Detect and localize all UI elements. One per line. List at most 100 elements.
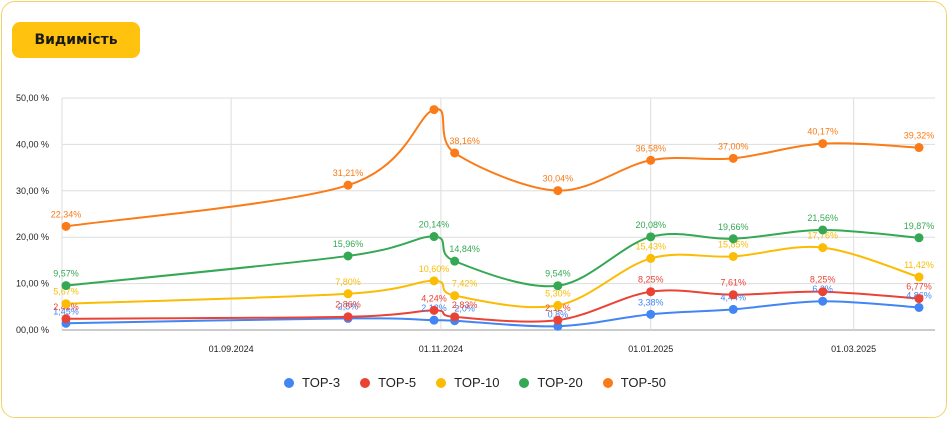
data-point-top-20 [429,232,439,242]
data-point-top-50 [728,153,738,163]
data-point-top-10 [553,300,563,310]
data-point-top-3 [818,296,828,306]
legend-item-top-10[interactable]: TOP-10 [436,375,499,390]
data-point-top-3 [646,309,656,319]
legend-swatch [284,377,295,388]
data-label: 38,16% [449,136,480,146]
data-label: 39,32% [904,131,935,141]
data-label: 6,77% [906,282,932,292]
data-point-top-5 [646,287,656,297]
data-point-top-10 [450,291,460,301]
data-label: 2,5% [338,301,359,311]
y-tick-label: 40,00 % [16,139,49,149]
data-label: 9,57% [53,269,79,279]
data-label: 31,21% [333,168,364,178]
data-point-top-10 [914,272,924,282]
legend-item-top-5[interactable]: TOP-5 [360,375,416,390]
series-line-top-3 [65,300,920,328]
data-label: 8,25% [810,275,836,285]
x-tick-label: 01.11.2024 [419,344,463,354]
legend-label: TOP-3 [302,375,341,390]
data-point-top-10 [728,251,738,261]
y-tick-label: 20,00 % [16,232,49,242]
data-point-top-20 [450,256,460,266]
x-tick-label: 01.03.2025 [831,344,876,354]
series-line-top-10 [65,245,920,309]
data-label: 22,34% [51,209,82,219]
data-label: 5,30% [545,288,571,298]
data-label: 21,56% [807,213,838,223]
y-tick-label: 50,00 % [16,93,49,103]
series-line-top-50 [65,108,920,228]
chart-title: Видимість [34,32,118,48]
data-point-top-20 [553,281,563,291]
y-tick-label: 30,00 % [16,186,49,196]
data-label: 15,43% [635,241,666,251]
data-point-top-10 [61,299,71,309]
legend-swatch [436,377,447,388]
data-point-top-10 [818,243,828,253]
data-point-top-5 [728,290,738,300]
data-point-top-5 [553,315,563,325]
series-line-top-20 [65,228,920,288]
legend-swatch [602,377,613,388]
data-point-top-10 [646,253,656,263]
data-point-top-20 [914,233,924,243]
data-label: 14,84% [449,244,480,254]
data-label: 20,14% [419,220,450,230]
data-label: 0,8% [548,309,569,319]
data-label: 11,42% [904,260,934,270]
data-label: 36,58% [635,143,666,153]
data-label: 15,85% [718,239,749,249]
data-point-top-50 [914,143,924,153]
data-label: 30,04% [543,174,574,184]
data-label: 3,38% [638,297,664,307]
data-point-top-20 [728,234,738,244]
data-point-top-5 [61,314,71,324]
x-tick-label: 01.01.2025 [628,344,673,354]
data-point-top-5 [914,294,924,304]
data-label: 17,76% [807,231,838,241]
chart-title-badge: Видимість [12,22,140,58]
legend-label: TOP-20 [537,375,583,390]
series-line-top-5 [65,289,920,323]
data-point-top-5 [818,287,828,297]
data-label: 15,96% [333,239,364,249]
data-label: 37,00% [718,141,749,151]
data-point-top-50 [450,148,460,158]
data-point-top-50 [343,180,353,190]
data-label: 2,86% [335,300,361,310]
data-label: 1,45% [53,306,79,316]
data-label: 10,60% [419,264,450,274]
data-point-top-20 [646,232,656,242]
data-label: 8,25% [638,275,664,285]
data-label: 9,54% [545,269,571,279]
data-point-top-5 [450,312,460,322]
data-label: 4,24% [421,293,447,303]
data-point-top-3 [728,304,738,314]
legend-swatch [519,377,530,388]
legend-label: TOP-50 [620,375,666,390]
data-point-top-10 [343,289,353,299]
data-point-top-10 [429,276,439,286]
data-label: 7,80% [335,277,361,287]
data-point-top-50 [429,105,439,115]
data-label: 7,61% [721,278,747,288]
legend-label: TOP-5 [378,375,417,390]
data-label: 2,0% [454,304,475,314]
data-point-top-50 [646,155,656,165]
x-tick-label: 01.09.2024 [209,344,254,354]
legend-item-top-50[interactable]: TOP-50 [602,375,666,390]
legend-swatch [360,377,371,388]
data-point-top-5 [429,305,439,315]
data-label: 19,66% [718,222,749,232]
legend-item-top-3[interactable]: TOP-3 [284,375,340,390]
data-point-top-5 [343,312,353,322]
legend-item-top-20[interactable]: TOP-20 [519,375,583,390]
data-point-top-20 [61,281,71,291]
data-label: 7,42% [452,279,478,289]
data-point-top-50 [61,221,71,231]
data-label: 19,87% [904,221,935,231]
